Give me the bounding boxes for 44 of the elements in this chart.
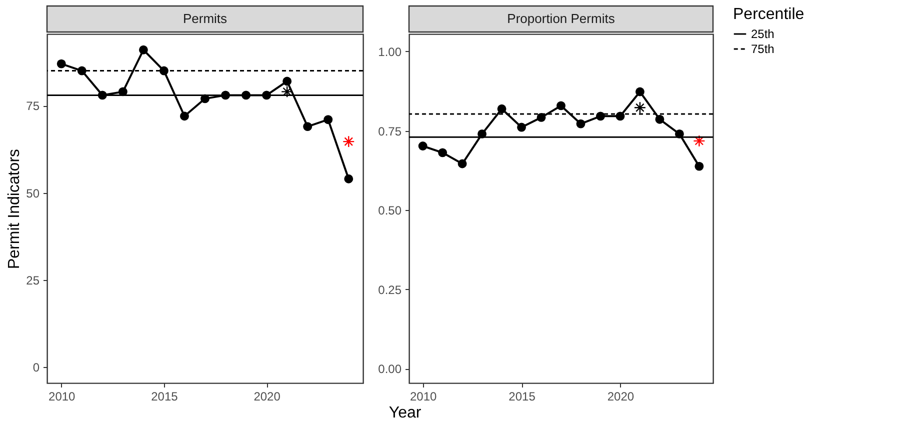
- y-tick-label: 0.75: [378, 124, 402, 138]
- point: [497, 104, 506, 114]
- point: [635, 87, 644, 96]
- x-tick-label: 2010: [48, 390, 76, 404]
- y-tick-label: 50: [26, 186, 40, 200]
- y-tick-label: 0.25: [378, 282, 402, 297]
- point: [344, 174, 354, 184]
- x-tick-label: 2020: [254, 390, 281, 404]
- x-tick-label: 2020: [607, 390, 634, 404]
- x-tick-label: 2010: [410, 390, 437, 404]
- y-tick-label: 1.00: [378, 44, 402, 59]
- chart-title: Permits: [182, 11, 228, 26]
- point: [282, 76, 292, 86]
- point: [138, 45, 148, 54]
- point: [634, 102, 646, 114]
- point: [458, 159, 467, 168]
- point: [324, 115, 333, 124]
- x-axis-title: Year: [388, 404, 422, 422]
- y-tick-label: 0.00: [378, 362, 402, 376]
- point: [303, 122, 312, 132]
- point: [418, 142, 428, 150]
- point: [576, 119, 586, 128]
- point: [342, 135, 355, 148]
- x-tick-label: 2015: [508, 390, 536, 404]
- y-tick-label: 0.50: [378, 204, 402, 218]
- point: [655, 114, 664, 124]
- point: [556, 101, 566, 110]
- point: [180, 112, 189, 121]
- point: [517, 122, 526, 132]
- point: [536, 112, 546, 122]
- point: [693, 134, 706, 147]
- y-tick-label: 75: [26, 99, 40, 114]
- point: [438, 148, 448, 158]
- y-tick-label: 0: [32, 360, 40, 375]
- legend-label: 25th: [751, 27, 774, 41]
- point: [694, 162, 704, 171]
- y-tick-label: 25: [26, 273, 40, 288]
- legend-label: 75th: [751, 42, 774, 56]
- point: [281, 86, 294, 98]
- legend-title: Percentile: [733, 6, 804, 23]
- chart-title: Proportion Permits: [507, 11, 616, 26]
- y-axis-title: Permit Indicators: [6, 148, 24, 270]
- x-tick-label: 2015: [151, 390, 178, 404]
- point: [56, 59, 66, 68]
